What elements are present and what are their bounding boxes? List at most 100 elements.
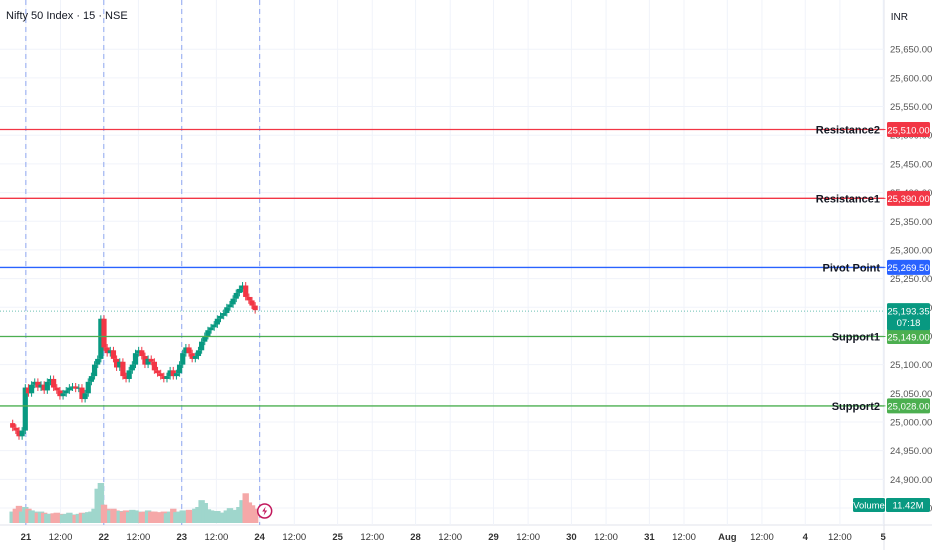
- candle-body: [167, 370, 173, 377]
- candle-body: [195, 350, 202, 357]
- x-tick-label: 12:00: [594, 532, 618, 543]
- level-price-box: [887, 190, 930, 206]
- candle-body: [214, 318, 220, 325]
- candle-body: [82, 393, 88, 400]
- candle-body: [142, 356, 148, 365]
- candle-body: [114, 358, 120, 368]
- x-tick-label: 12:00: [516, 532, 540, 543]
- candle-body: [145, 358, 151, 365]
- y-tick-label: 25,000.00: [890, 417, 932, 428]
- lightning-icon-bolt: [262, 506, 268, 516]
- candle-body: [161, 376, 167, 379]
- x-tick-label: 21: [21, 532, 32, 543]
- candle-body: [227, 304, 233, 308]
- x-tick-label: 12:00: [750, 532, 774, 543]
- last-price-box: [887, 303, 930, 331]
- y-tick-label: 25,600.00: [890, 73, 932, 84]
- candle-body: [173, 373, 180, 377]
- x-tick-label: 30: [566, 532, 577, 543]
- candle-body: [88, 376, 95, 382]
- x-tick-label: 12:00: [282, 532, 306, 543]
- y-tick-label: 25,350.00: [890, 217, 932, 228]
- candle-body: [54, 387, 60, 391]
- candle-body: [107, 350, 113, 354]
- level-name-label: Support2: [832, 401, 880, 413]
- x-tick-label: 28: [410, 532, 421, 543]
- lightning-icon[interactable]: [256, 503, 273, 519]
- candle-body: [28, 384, 35, 394]
- currency-label[interactable]: INR: [890, 12, 908, 23]
- candle-body: [44, 381, 50, 391]
- candle-body: [63, 390, 69, 394]
- level-price-label: 25,269.50: [887, 263, 929, 274]
- candle-body: [180, 353, 186, 365]
- candle-body: [158, 373, 164, 377]
- x-tick-label: 4: [803, 532, 809, 543]
- candle-body: [136, 350, 142, 354]
- symbol-title[interactable]: Nifty 50 Index · 15 · NSE: [6, 10, 128, 22]
- level-name-label: Support1: [832, 332, 880, 344]
- y-tick-label: 25,550.00: [890, 102, 932, 113]
- candle-body: [95, 358, 101, 365]
- candle-body: [35, 381, 41, 388]
- level-price-label: 25,149.00: [887, 332, 929, 343]
- y-tick-label: 25,250.00: [890, 274, 932, 285]
- level-price-box: [887, 259, 930, 275]
- candle-body: [151, 361, 157, 371]
- candle-body: [76, 387, 82, 389]
- x-tick-label: 12:00: [828, 532, 852, 543]
- bar-countdown-label: 07:18: [897, 318, 921, 329]
- x-tick-label: 12:00: [438, 532, 462, 543]
- candle-body: [126, 370, 132, 379]
- candle-body: [38, 384, 44, 388]
- x-tick-label: 12:00: [360, 532, 384, 543]
- candle-body: [79, 387, 85, 400]
- x-tick-label: Aug: [718, 532, 737, 543]
- candle-body: [246, 296, 252, 301]
- level-name-label: Pivot Point: [823, 262, 881, 274]
- candle-body: [13, 427, 19, 431]
- last-price-label: 25,193.35: [887, 307, 929, 318]
- candle-body: [252, 305, 258, 311]
- x-tick-label: 29: [488, 532, 499, 543]
- candle-body: [208, 327, 214, 331]
- candle-body: [60, 393, 66, 397]
- candle-body: [211, 324, 217, 328]
- x-tick-label: 12:00: [672, 532, 696, 543]
- y-tick-label: 25,650.00: [890, 45, 932, 56]
- candle-body: [239, 285, 246, 289]
- x-tick-label: 5: [881, 532, 887, 543]
- candle-body: [233, 292, 239, 299]
- x-tick-label: 24: [254, 532, 265, 543]
- level-price-label: 25,028.00: [887, 402, 929, 413]
- candle-body: [217, 315, 224, 319]
- candle-body: [249, 300, 255, 306]
- volume-legend-name: Volume: [853, 501, 885, 512]
- level-price-box: [887, 121, 930, 137]
- y-tick-label: 25,450.00: [890, 159, 932, 170]
- candle-body: [221, 313, 227, 316]
- x-tick-label: 12:00: [204, 532, 228, 543]
- x-tick-label: 22: [99, 532, 110, 543]
- candle-body: [164, 376, 170, 379]
- y-tick-label: 25,050.00: [890, 389, 932, 400]
- candle-body: [117, 361, 123, 368]
- candle-body: [69, 386, 76, 388]
- y-tick-label: 25,300.00: [890, 245, 932, 256]
- candle-body: [129, 364, 135, 371]
- candle-body: [73, 386, 79, 389]
- candle-body: [41, 384, 47, 391]
- candle-body: [224, 307, 230, 314]
- candle-body: [57, 390, 63, 397]
- volume-legend-name-box: [853, 498, 885, 512]
- y-tick-label: 25,100.00: [890, 360, 932, 371]
- candle-body: [236, 288, 243, 293]
- candle-body: [132, 353, 139, 365]
- candle-body: [202, 335, 208, 342]
- volume-bar: [251, 508, 259, 523]
- candle-body: [189, 353, 195, 359]
- candle-body: [85, 381, 91, 394]
- candle-body: [205, 330, 211, 336]
